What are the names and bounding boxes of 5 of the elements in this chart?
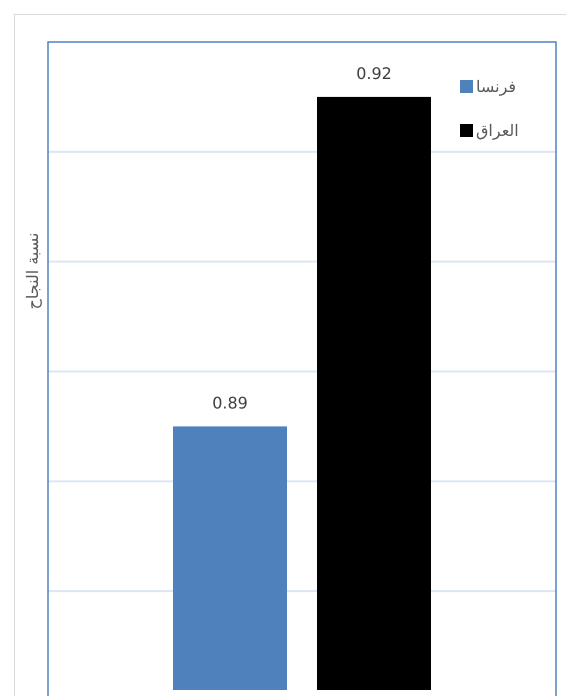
legend-label: فرنسا xyxy=(476,77,516,96)
legend-label: العراق xyxy=(476,121,519,140)
data-label: 0.92 xyxy=(356,64,392,83)
y-axis-title: نسبة النجاح xyxy=(23,232,42,310)
data-label: 0.89 xyxy=(212,393,248,412)
